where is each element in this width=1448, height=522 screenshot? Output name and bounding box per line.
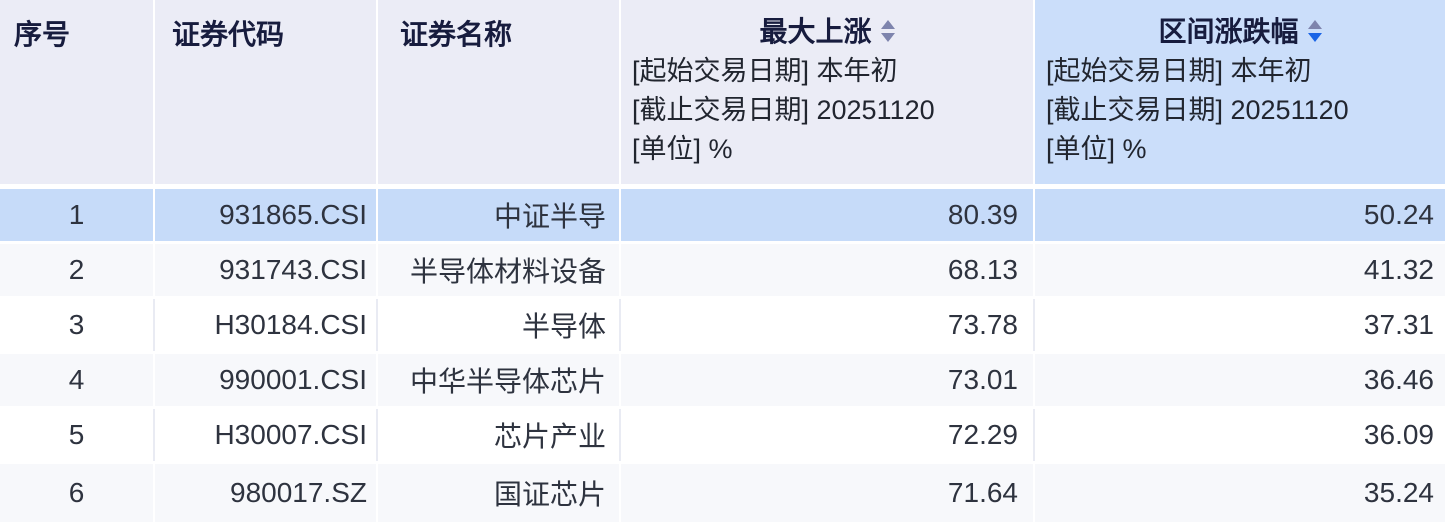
column-header-max-rise[interactable]: 最大上涨 [起始交易日期] 本年初 [截止交易日期] 20251120 [单位]… [621,0,1035,184]
cell-max-rise: 80.39 [621,189,1035,241]
sort-up-triangle-icon [1307,20,1322,29]
cell-name: 中证半导 [378,189,621,241]
table-row[interactable]: 5 H30007.CSI 芯片产业 72.29 36.09 [0,409,1445,461]
column-header-seq-label: 序号 [14,19,71,50]
cell-code: 931743.CSI [155,244,378,296]
cell-range-change: 36.09 [1035,409,1445,461]
table-row[interactable]: 6 980017.SZ 国证芯片 71.64 35.24 [0,464,1445,522]
sort-icon-active[interactable] [1307,20,1322,42]
cell-range-change: 41.32 [1035,244,1445,296]
cell-seq: 3 [0,299,155,351]
column-header-max-rise-title: 最大上涨 [621,13,1033,47]
sort-up-triangle-icon [880,20,895,29]
cell-range-change: 35.24 [1035,464,1445,522]
table-header: 序号 证券代码 证券名称 最大上涨 [起始交易日期] 本年初 [截止交易日期] … [0,0,1445,184]
cell-name: 半导体 [378,299,621,351]
column-header-name: 证券名称 [378,0,621,184]
table-row[interactable]: 3 H30184.CSI 半导体 73.78 37.31 [0,299,1445,351]
cell-seq: 6 [0,464,155,522]
column-header-max-rise-params: [起始交易日期] 本年初 [截止交易日期] 20251120 [单位] % [621,52,1033,169]
cell-code: H30007.CSI [155,409,378,461]
cell-name: 中华半导体芯片 [378,354,621,406]
cell-max-rise: 68.13 [621,244,1035,296]
table-body: 1 931865.CSI 中证半导 80.39 50.24 2 931743.C… [0,184,1445,522]
cell-code: H30184.CSI [155,299,378,351]
cell-seq: 4 [0,354,155,406]
column-header-max-rise-label: 最大上涨 [759,16,872,47]
cell-name: 芯片产业 [378,409,621,461]
cell-range-change: 36.46 [1035,354,1445,406]
param-end-date: [截止交易日期] 20251120 [632,95,935,125]
param-start-date: [起始交易日期] 本年初 [632,56,898,86]
cell-code: 990001.CSI [155,354,378,406]
cell-seq: 5 [0,409,155,461]
cell-max-rise: 73.01 [621,354,1035,406]
column-header-name-label: 证券名称 [400,19,513,50]
column-header-range-change-label: 区间涨跌幅 [1158,16,1299,47]
column-header-code-label: 证券代码 [172,19,285,50]
column-header-range-change-params: [起始交易日期] 本年初 [截止交易日期] 20251120 [单位] % [1035,52,1445,169]
column-header-seq: 序号 [0,0,155,184]
cell-code: 980017.SZ [155,464,378,522]
cell-max-rise: 73.78 [621,299,1035,351]
cell-max-rise: 71.64 [621,464,1035,522]
column-header-code: 证券代码 [155,0,378,184]
cell-name: 国证芯片 [378,464,621,522]
sort-down-triangle-icon [880,33,895,42]
param-unit: [单位] % [632,134,733,164]
table-row[interactable]: 4 990001.CSI 中华半导体芯片 73.01 36.46 [0,354,1445,406]
table-row[interactable]: 2 931743.CSI 半导体材料设备 68.13 41.32 [0,244,1445,296]
cell-range-change: 50.24 [1035,189,1445,241]
column-header-range-change[interactable]: 区间涨跌幅 [起始交易日期] 本年初 [截止交易日期] 20251120 [单位… [1035,0,1445,184]
cell-seq: 1 [0,189,155,241]
param-start-date: [起始交易日期] 本年初 [1046,56,1312,86]
column-header-range-change-title: 区间涨跌幅 [1035,13,1445,47]
cell-name: 半导体材料设备 [378,244,621,296]
table-row[interactable]: 1 931865.CSI 中证半导 80.39 50.24 [0,189,1445,241]
param-unit: [单位] % [1046,134,1147,164]
cell-max-rise: 72.29 [621,409,1035,461]
sort-down-triangle-active-icon [1307,33,1322,42]
cell-code: 931865.CSI [155,189,378,241]
param-end-date: [截止交易日期] 20251120 [1046,95,1349,125]
sort-icon[interactable] [880,20,895,42]
cell-seq: 2 [0,244,155,296]
cell-range-change: 37.31 [1035,299,1445,351]
